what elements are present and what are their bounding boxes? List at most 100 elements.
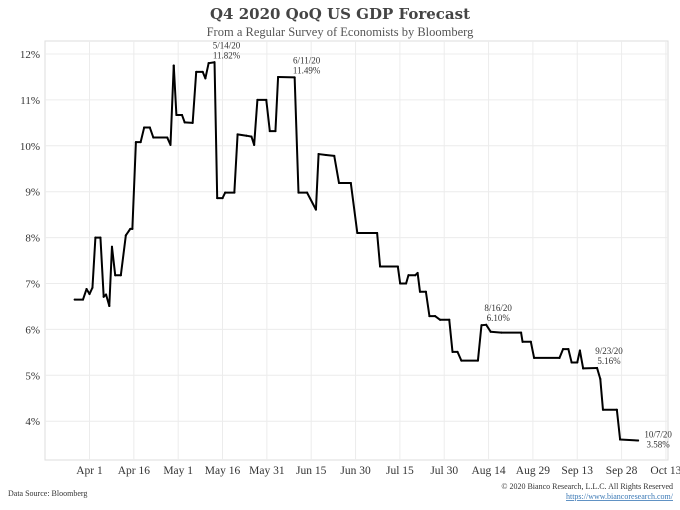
data-point — [576, 361, 579, 364]
line-segment — [293, 76, 300, 194]
data-point — [102, 295, 105, 298]
y-tick-label: 5% — [25, 370, 40, 382]
data-point — [399, 282, 402, 285]
annotation-value: 3.58% — [647, 439, 671, 449]
data-point — [99, 236, 102, 239]
line-segment — [333, 154, 340, 184]
y-tick-label: 10% — [20, 141, 40, 153]
data-point — [521, 340, 524, 343]
chart-subtitle: From a Regular Survey of Economists by B… — [207, 25, 475, 39]
x-tick-label: May 16 — [205, 465, 241, 477]
data-point — [489, 330, 492, 333]
y-tick-label: 4% — [25, 416, 40, 428]
data-point — [480, 324, 483, 327]
line-segment — [476, 324, 483, 362]
data-point — [166, 136, 169, 139]
line-segment — [213, 61, 219, 200]
line-segment — [376, 232, 382, 268]
data-point — [213, 61, 216, 64]
data-point — [596, 366, 599, 369]
data-point — [169, 143, 172, 146]
line-segment — [596, 366, 602, 380]
x-tick-label: Sep 13 — [561, 465, 593, 477]
data-point — [349, 181, 352, 184]
x-tick-label: Jun 30 — [340, 465, 371, 477]
data-point — [324, 153, 327, 156]
data-point — [317, 153, 320, 156]
x-tick-label: Jul 15 — [386, 465, 414, 477]
data-point — [601, 408, 604, 411]
data-point — [253, 143, 256, 146]
line-segment — [221, 191, 227, 200]
data-point — [476, 359, 479, 362]
data-point — [599, 377, 602, 380]
data-point — [448, 318, 451, 321]
annotation-value: 11.49% — [293, 65, 321, 75]
annotation-date: 10/7/20 — [644, 429, 672, 439]
data-point — [81, 298, 84, 301]
line-segment — [314, 153, 320, 211]
data-point — [201, 70, 204, 73]
data-point — [139, 141, 142, 144]
data-point — [265, 98, 268, 101]
line-segment — [274, 75, 280, 133]
x-axis: Apr 1 Apr 16 May 1 May 16 May 31 Jun 15 Jun 30… — [76, 465, 680, 477]
data-point — [439, 318, 442, 321]
line-segment — [324, 153, 336, 157]
data-point — [356, 232, 359, 235]
data-point — [485, 323, 488, 326]
data-point — [306, 191, 309, 194]
data-point — [562, 348, 565, 351]
data-point — [236, 133, 239, 136]
data-point — [274, 130, 277, 133]
data-point — [195, 70, 198, 73]
data-point — [414, 274, 417, 277]
line-segment — [434, 315, 442, 321]
data-point — [379, 265, 382, 268]
line-segment — [349, 181, 359, 235]
data-point — [131, 227, 134, 230]
data-point — [293, 76, 296, 79]
line-segment — [236, 133, 248, 137]
data-point — [570, 361, 573, 364]
data-point — [376, 232, 379, 235]
website-link[interactable]: https://www.biancoresearch.com/ — [566, 492, 674, 501]
line-segment — [306, 191, 317, 211]
line-segment — [148, 126, 155, 139]
data-point — [94, 236, 97, 239]
y-tick-label: 6% — [25, 324, 40, 336]
data-point — [181, 114, 184, 117]
data-point — [105, 293, 108, 296]
annotation-date: 5/14/20 — [213, 40, 241, 50]
data-point — [207, 62, 210, 65]
x-tick-label: May 31 — [249, 465, 285, 477]
data-point — [183, 121, 186, 124]
y-tick-label: 7% — [25, 279, 40, 291]
line-segment — [108, 245, 113, 307]
line-segment — [81, 288, 88, 301]
line-segment — [567, 348, 573, 364]
data-point — [558, 356, 561, 359]
line-segment — [405, 274, 410, 285]
x-tick-label: Aug 29 — [516, 465, 550, 477]
y-tick-label: 11% — [20, 95, 40, 107]
line-segment — [619, 438, 640, 442]
line-segment — [181, 114, 186, 124]
line-segment — [119, 234, 127, 277]
data-point — [204, 77, 207, 80]
data-point — [152, 136, 155, 139]
data-point — [582, 367, 585, 370]
y-tick-label: 12% — [20, 49, 40, 61]
x-tick-label: Apr 16 — [118, 465, 151, 477]
line-segment — [489, 330, 503, 334]
line-segment — [172, 64, 178, 117]
line-segment — [99, 236, 105, 298]
line-segment — [124, 227, 132, 237]
data-point — [124, 234, 127, 237]
data-point — [250, 135, 253, 138]
data-point — [520, 331, 523, 334]
x-tick-label: May 1 — [163, 465, 193, 477]
series-line — [73, 61, 640, 442]
